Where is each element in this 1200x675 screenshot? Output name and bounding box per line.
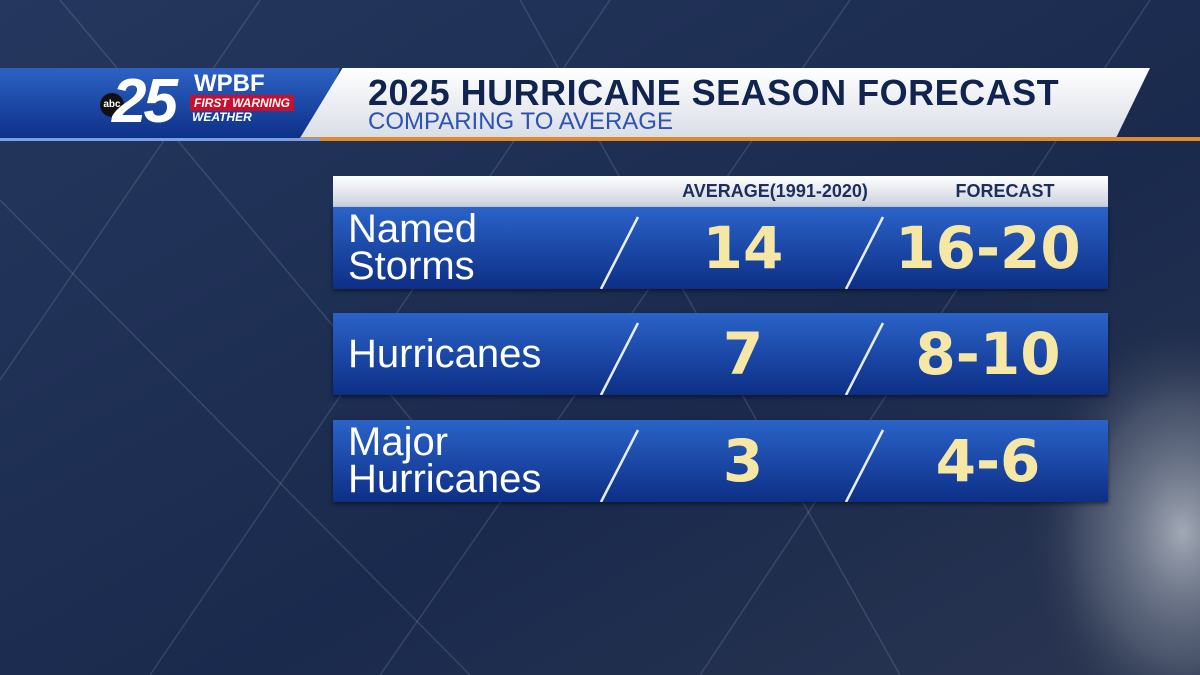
brand: WEATHER xyxy=(192,110,252,124)
forecast-value: 4-6 xyxy=(935,427,1041,495)
row-label: Major Hurricanes xyxy=(348,420,542,501)
subtitle: COMPARING TO AVERAGE xyxy=(368,108,673,135)
table-row: Hurricanes 7 8-10 xyxy=(333,313,1108,395)
column-header: AVERAGE(1991-2020) xyxy=(682,181,868,201)
table-row: Named Storms 14 16-20 xyxy=(333,207,1108,289)
row-label: Named Storms xyxy=(348,207,477,288)
table-header xyxy=(333,176,1108,207)
station-name: WPBF xyxy=(194,70,265,97)
average-value: 3 xyxy=(722,427,764,495)
average-value: 14 xyxy=(702,214,784,282)
accent-line xyxy=(0,138,320,141)
forecast-value: 8-10 xyxy=(915,320,1061,388)
column-header: FORECAST xyxy=(955,181,1055,201)
title-bar xyxy=(300,68,1150,138)
tagline: FIRST WARNING xyxy=(190,95,294,111)
title: 2025 HURRICANE SEASON FORECAST xyxy=(368,72,1060,113)
dividers xyxy=(599,322,885,395)
forecast-value: 16-20 xyxy=(895,214,1081,282)
network-logo: abc xyxy=(100,93,124,117)
table-row: Major Hurricanes 3 4-6 xyxy=(333,420,1108,502)
dividers xyxy=(599,429,885,502)
channel-number: 25 xyxy=(112,67,178,136)
average-value: 7 xyxy=(722,320,764,388)
accent-line xyxy=(300,137,1200,141)
dividers xyxy=(599,216,885,289)
row-label: Hurricanes xyxy=(348,331,542,376)
